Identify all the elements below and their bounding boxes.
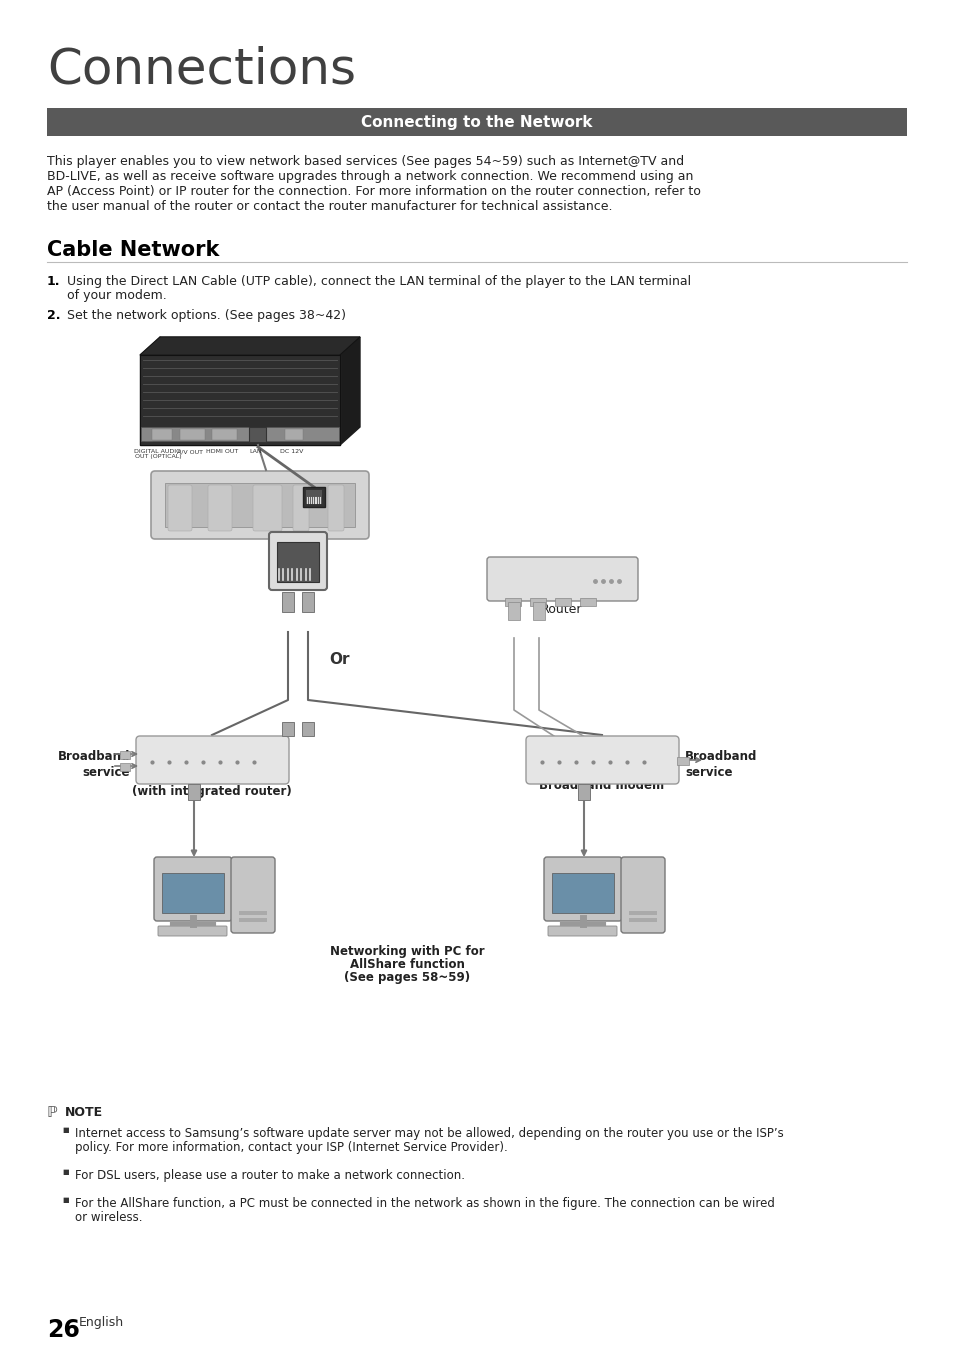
Text: Router: Router <box>540 603 582 616</box>
Text: (with integrated router): (with integrated router) <box>132 785 292 798</box>
Bar <box>180 429 205 440</box>
Text: Using the Direct LAN Cable (UTP cable), connect the LAN terminal of the player t: Using the Direct LAN Cable (UTP cable), … <box>67 275 690 288</box>
Bar <box>188 784 200 800</box>
Text: Set the network options. (See pages 38~42): Set the network options. (See pages 38~4… <box>67 309 346 322</box>
FancyBboxPatch shape <box>136 737 289 784</box>
Bar <box>145 436 152 441</box>
Text: A/V OUT: A/V OUT <box>177 450 203 454</box>
Bar <box>239 911 267 915</box>
Text: 2.: 2. <box>47 309 60 322</box>
Bar <box>302 722 314 737</box>
Bar <box>555 598 571 607</box>
Bar <box>579 598 596 607</box>
Text: of your modem.: of your modem. <box>67 288 167 302</box>
Bar <box>303 487 325 506</box>
Text: DC 12V: DC 12V <box>280 450 303 454</box>
Bar <box>306 490 322 504</box>
Bar <box>47 108 906 135</box>
Bar <box>212 429 236 440</box>
Bar <box>250 429 265 440</box>
Text: 1.: 1. <box>47 275 60 288</box>
Text: DIGITAL AUDIO
OUT (OPTICAL): DIGITAL AUDIO OUT (OPTICAL) <box>134 450 181 459</box>
Text: Broadband modem: Broadband modem <box>150 772 274 785</box>
Text: For DSL users, please use a router to make a network connection.: For DSL users, please use a router to ma… <box>75 1169 464 1182</box>
Text: NOTE: NOTE <box>65 1106 103 1118</box>
Bar <box>165 483 355 527</box>
Bar <box>507 603 519 620</box>
FancyBboxPatch shape <box>525 737 679 784</box>
Text: Cable Network: Cable Network <box>47 240 219 260</box>
Text: AllShare function: AllShare function <box>349 959 464 971</box>
FancyBboxPatch shape <box>269 532 327 590</box>
Bar <box>578 784 589 800</box>
Text: policy. For more information, contact your ISP (Internet Service Provider).: policy. For more information, contact yo… <box>75 1141 507 1154</box>
FancyBboxPatch shape <box>168 485 192 531</box>
Bar <box>120 751 130 760</box>
Bar <box>282 592 294 612</box>
FancyBboxPatch shape <box>293 485 309 531</box>
Bar <box>249 427 266 441</box>
Text: (See pages 58~59): (See pages 58~59) <box>344 971 470 984</box>
Bar <box>530 598 545 607</box>
Bar <box>504 598 520 607</box>
Text: This player enables you to view network based services (See pages 54~59) such as: This player enables you to view network … <box>47 154 683 168</box>
Text: Networking with PC for: Networking with PC for <box>330 945 484 959</box>
Bar <box>162 873 224 913</box>
FancyBboxPatch shape <box>328 485 344 531</box>
Bar <box>628 918 657 922</box>
Bar <box>239 918 267 922</box>
Text: ℙ: ℙ <box>47 1105 58 1120</box>
Text: Connecting to the Network: Connecting to the Network <box>361 115 592 130</box>
Text: LAN: LAN <box>250 450 262 454</box>
Text: the user manual of the router or contact the router manufacturer for technical a: the user manual of the router or contact… <box>47 200 612 213</box>
Text: Internet access to Samsung’s software update server may not be allowed, dependin: Internet access to Samsung’s software up… <box>75 1127 783 1140</box>
FancyBboxPatch shape <box>253 485 282 531</box>
Bar <box>302 592 314 612</box>
Text: HDMI OUT: HDMI OUT <box>206 450 238 454</box>
Text: Or: Or <box>330 653 350 668</box>
Text: ■: ■ <box>62 1197 69 1202</box>
Text: or wireless.: or wireless. <box>75 1210 142 1224</box>
Text: 26: 26 <box>47 1317 80 1342</box>
Polygon shape <box>140 337 359 355</box>
Text: Broadband
service: Broadband service <box>57 750 130 780</box>
FancyBboxPatch shape <box>158 926 227 936</box>
Text: ■: ■ <box>62 1169 69 1175</box>
FancyBboxPatch shape <box>153 857 232 921</box>
FancyBboxPatch shape <box>231 857 274 933</box>
Bar <box>152 429 172 440</box>
Text: English: English <box>79 1316 124 1330</box>
Bar <box>677 757 688 765</box>
FancyArrowPatch shape <box>114 764 136 768</box>
Text: ■: ■ <box>62 1127 69 1133</box>
FancyBboxPatch shape <box>486 556 638 601</box>
Bar <box>141 427 338 441</box>
Text: BD-LIVE, as well as receive software upgrades through a network connection. We r: BD-LIVE, as well as receive software upg… <box>47 171 693 183</box>
FancyBboxPatch shape <box>208 485 232 531</box>
Text: AP (Access Point) or IP router for the connection. For more information on the r: AP (Access Point) or IP router for the c… <box>47 185 700 198</box>
Text: Broadband
service: Broadband service <box>684 750 757 780</box>
Bar <box>533 603 544 620</box>
Bar <box>120 764 130 770</box>
Bar <box>628 911 657 915</box>
Text: Broadband modem: Broadband modem <box>538 779 664 792</box>
Polygon shape <box>339 337 359 445</box>
Bar <box>285 429 303 440</box>
FancyBboxPatch shape <box>620 857 664 933</box>
Polygon shape <box>140 355 339 445</box>
Bar <box>282 722 294 737</box>
Bar <box>552 873 614 913</box>
FancyBboxPatch shape <box>547 926 617 936</box>
FancyArrowPatch shape <box>679 758 700 762</box>
Bar <box>276 542 318 582</box>
FancyBboxPatch shape <box>151 471 369 539</box>
Text: For the AllShare function, a PC must be connected in the network as shown in the: For the AllShare function, a PC must be … <box>75 1197 774 1210</box>
FancyArrowPatch shape <box>114 751 136 757</box>
Text: Connections: Connections <box>47 45 355 93</box>
FancyBboxPatch shape <box>543 857 621 921</box>
